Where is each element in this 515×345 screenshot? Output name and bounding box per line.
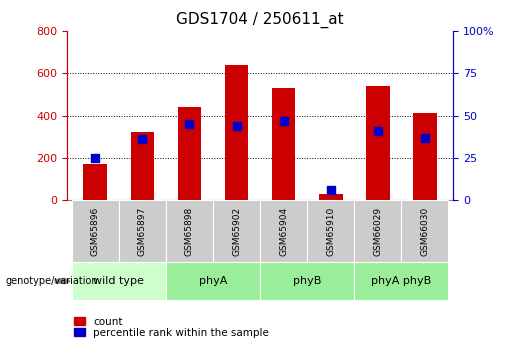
- Bar: [260, 200, 307, 262]
- Point: [232, 123, 241, 128]
- Bar: [354, 262, 449, 300]
- Text: GSM65897: GSM65897: [138, 207, 147, 256]
- Bar: [272, 88, 296, 200]
- Text: wild type: wild type: [93, 276, 144, 286]
- Text: phyA: phyA: [199, 276, 227, 286]
- Point: [327, 187, 335, 193]
- Point: [421, 135, 429, 140]
- Bar: [213, 200, 260, 262]
- Point: [185, 121, 194, 127]
- Bar: [83, 164, 107, 200]
- Bar: [354, 200, 401, 262]
- Text: GSM65904: GSM65904: [279, 207, 288, 256]
- Point: [280, 118, 288, 124]
- Bar: [72, 200, 119, 262]
- Text: GSM66030: GSM66030: [420, 207, 430, 256]
- Bar: [319, 194, 342, 200]
- Legend: count, percentile rank within the sample: count, percentile rank within the sample: [72, 315, 271, 340]
- Text: phyA phyB: phyA phyB: [371, 276, 432, 286]
- Text: GSM65896: GSM65896: [91, 207, 100, 256]
- Title: GDS1704 / 250611_at: GDS1704 / 250611_at: [176, 12, 344, 28]
- Bar: [401, 200, 449, 262]
- Text: GSM65910: GSM65910: [326, 207, 335, 256]
- Bar: [166, 200, 213, 262]
- Text: GSM65902: GSM65902: [232, 207, 241, 256]
- Text: GSM66029: GSM66029: [373, 207, 382, 256]
- Bar: [130, 132, 154, 200]
- Bar: [260, 262, 354, 300]
- Text: GSM65898: GSM65898: [185, 207, 194, 256]
- Bar: [178, 107, 201, 200]
- Bar: [413, 114, 437, 200]
- Point: [138, 137, 146, 142]
- Text: genotype/variation: genotype/variation: [5, 276, 98, 286]
- Point: [374, 128, 382, 134]
- Bar: [119, 200, 166, 262]
- Bar: [72, 262, 166, 300]
- Point: [91, 155, 99, 161]
- Bar: [307, 200, 354, 262]
- Bar: [166, 262, 260, 300]
- Text: phyB: phyB: [293, 276, 321, 286]
- Bar: [366, 86, 390, 200]
- Bar: [225, 65, 248, 200]
